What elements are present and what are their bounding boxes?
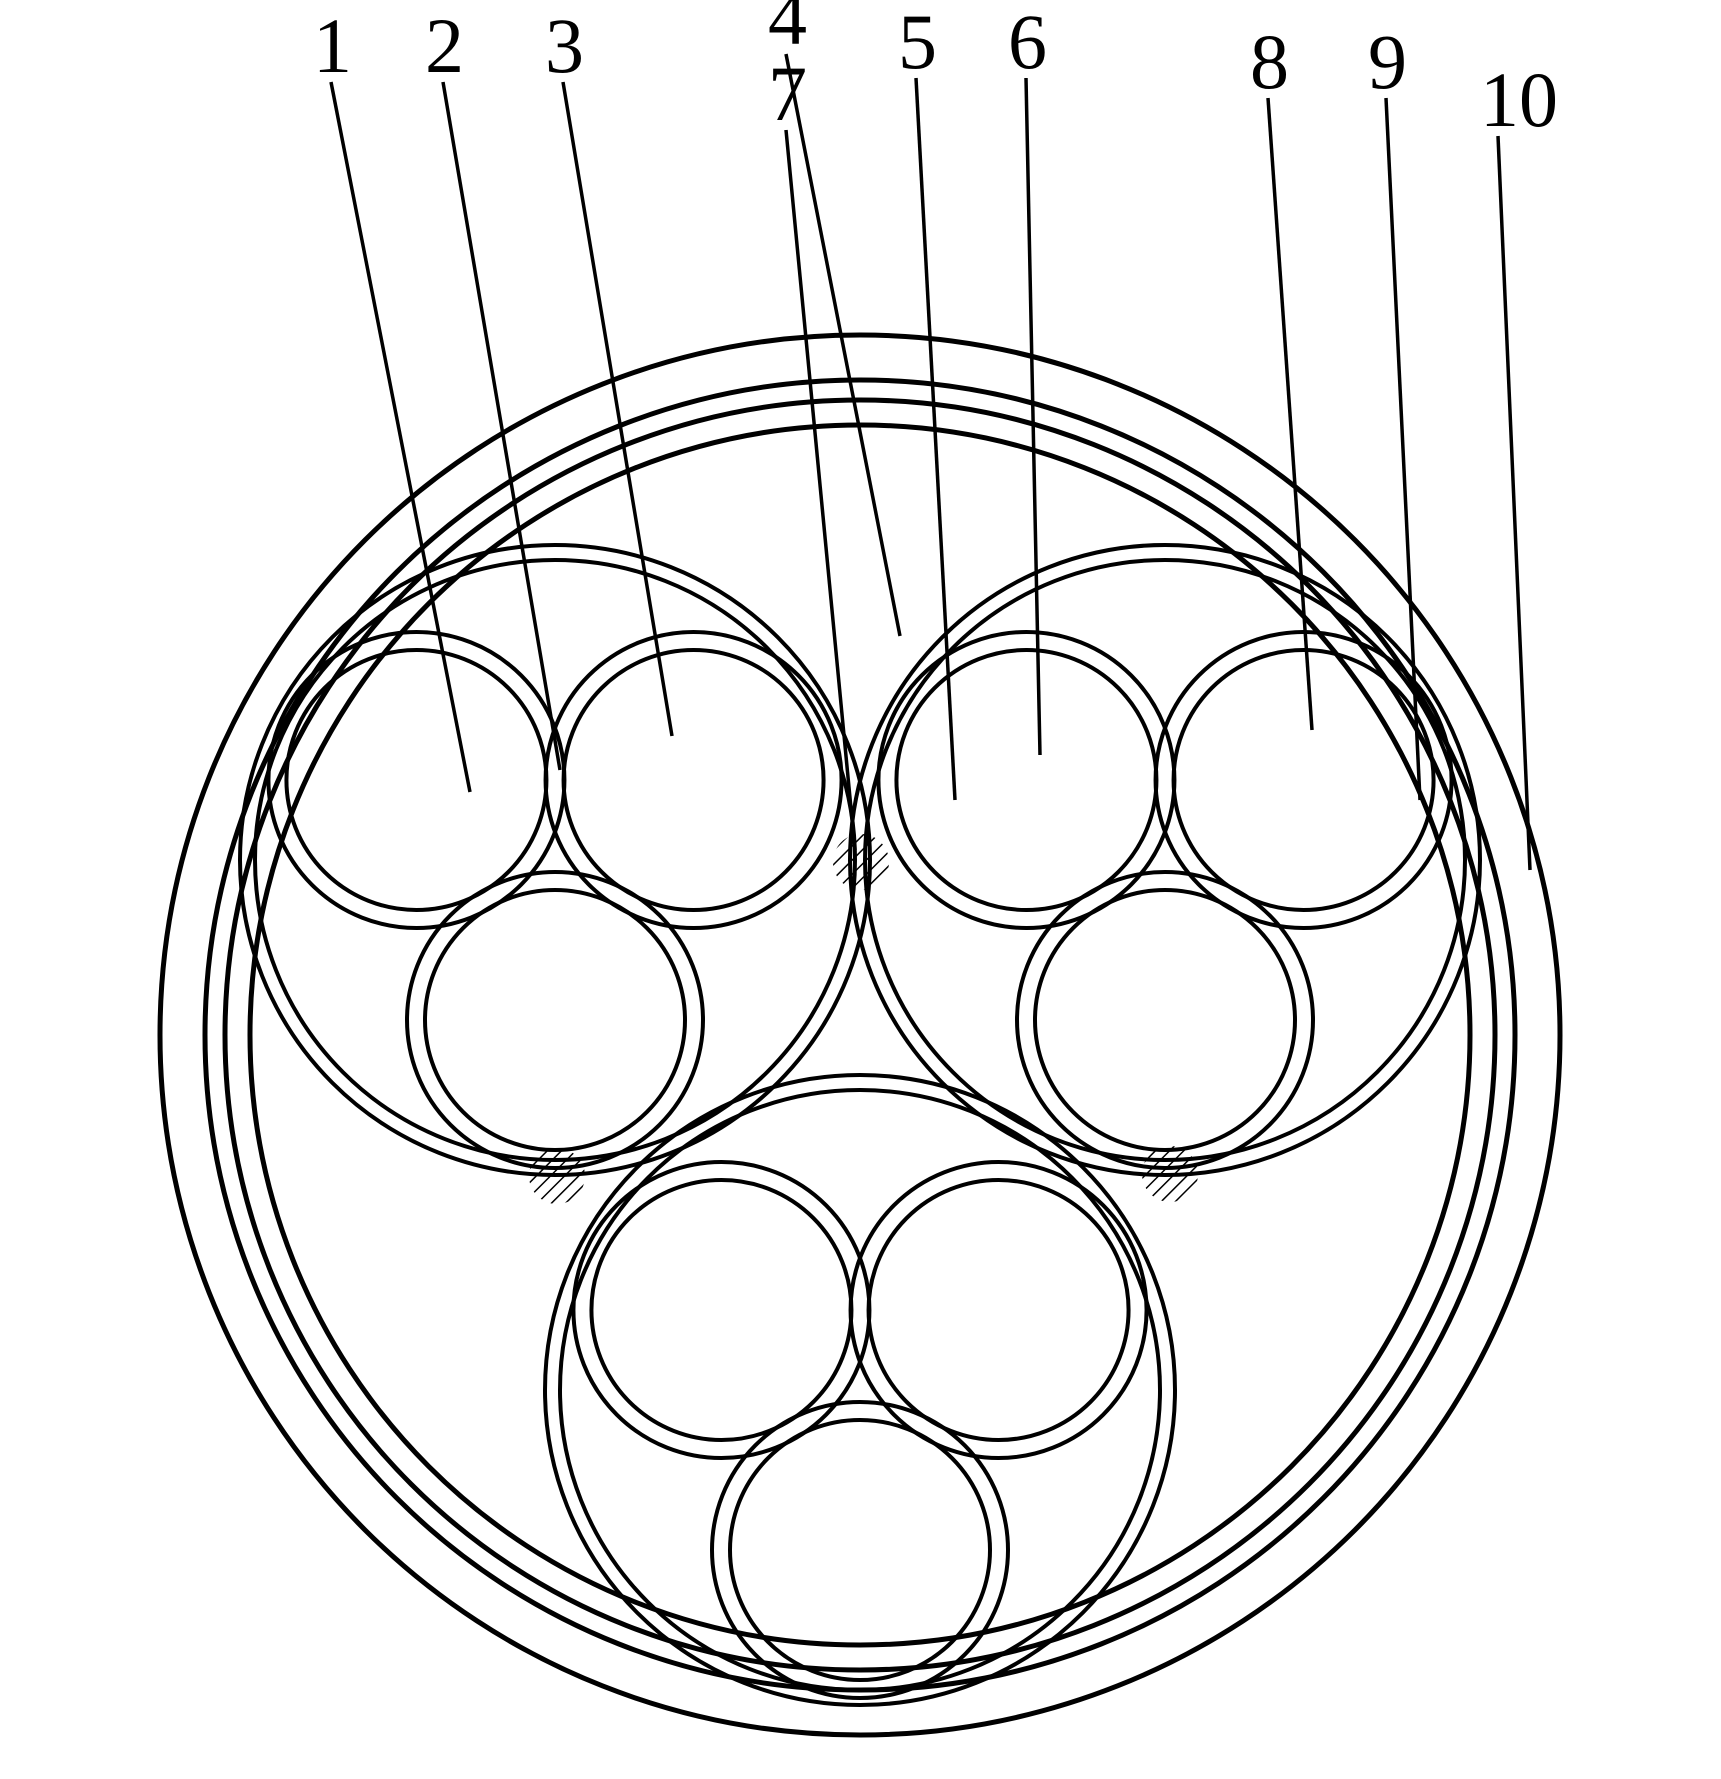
callout-number: 5 [898,0,937,85]
callout-number: 1 [313,2,352,89]
cable-cross-section-diagram: 12347568910 [0,0,1721,1779]
callout-number: 8 [1250,18,1289,105]
callout-number: 7 [768,50,807,137]
conductor-groups [240,545,1480,1705]
callout-number: 9 [1368,18,1407,105]
outer-jacket-layers [160,335,1560,1735]
callout-number: 6 [1008,0,1047,85]
callout-numbers: 12347568910 [313,0,1558,143]
callout-number: 10 [1480,56,1558,143]
callout-number: 2 [425,2,464,89]
leader-lines [331,54,1530,870]
callout-number: 3 [545,2,584,89]
